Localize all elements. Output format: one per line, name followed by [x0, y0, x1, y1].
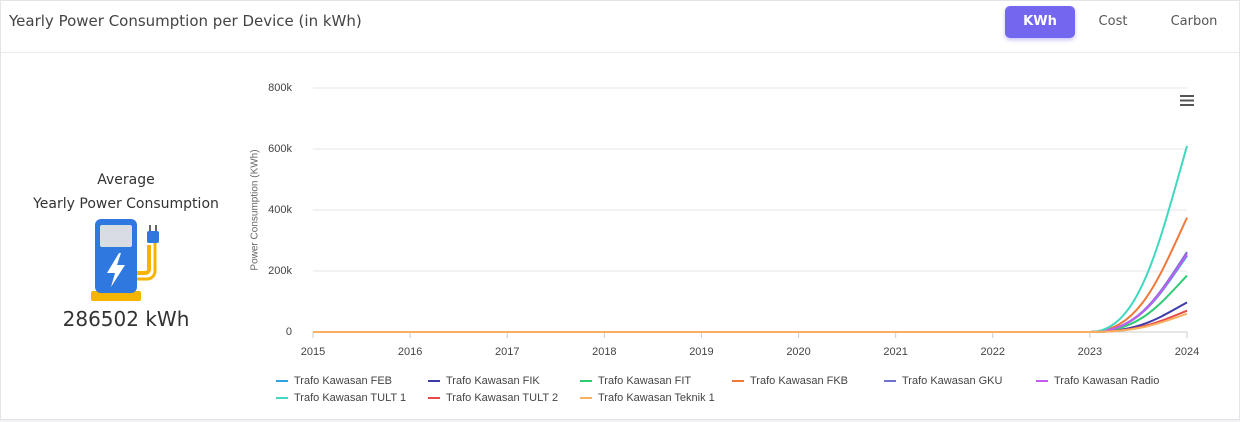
y-tick-label: 0	[286, 326, 292, 338]
charger-icon	[91, 219, 159, 301]
menu-bar[interactable]	[1180, 99, 1194, 102]
unit-button[interactable]: Carbon	[1170, 14, 1218, 29]
series-line	[313, 309, 1188, 334]
legend-label: Trafo Kawasan FIT	[598, 375, 691, 387]
x-tick-label: 2020	[786, 346, 810, 358]
legend-label: Trafo Kawasan Radio	[1054, 375, 1159, 387]
legend-label: Trafo Kawasan FKB	[750, 375, 848, 387]
x-tick-label: 2021	[883, 346, 907, 358]
summary-label: Average	[97, 172, 155, 188]
legend-label: Trafo Kawasan TULT 2	[446, 392, 558, 404]
y-tick-label: 400k	[268, 204, 292, 216]
series-line	[313, 145, 1188, 334]
legend-label: Trafo Kawasan TULT 1	[294, 392, 406, 404]
x-tick-label: 2018	[592, 346, 616, 358]
x-tick-label: 2022	[981, 346, 1005, 358]
x-tick-label: 2019	[689, 346, 713, 358]
menu-bar[interactable]	[1180, 104, 1194, 106]
legend-label: Trafo Kawasan FEB	[294, 375, 392, 387]
x-tick-label: 2017	[495, 346, 519, 358]
series-line	[313, 217, 1188, 334]
x-tick-label: 2023	[1078, 346, 1102, 358]
y-axis-title: Power Consumption (KWh)	[250, 149, 261, 270]
y-tick-label: 800k	[268, 82, 292, 94]
series-line	[313, 253, 1188, 334]
series-line	[313, 251, 1188, 334]
summary-value: 286502 kWh	[62, 307, 190, 331]
card-title: Yearly Power Consumption per Device (in …	[9, 12, 362, 30]
unit-button[interactable]: Cost	[1098, 14, 1128, 29]
series-line	[313, 312, 1188, 334]
unit-button[interactable]: KWh	[1005, 6, 1075, 38]
menu-bar[interactable]	[1180, 95, 1194, 97]
header: Yearly Power Consumption per Device (in …	[1, 1, 1239, 53]
x-tick-label: 2015	[301, 346, 325, 358]
summary-label: Yearly Power Consumption	[33, 196, 219, 212]
chart-menu[interactable]	[1180, 95, 1194, 106]
x-tick-label: 2016	[398, 346, 422, 358]
series-line	[313, 255, 1188, 334]
y-tick-label: 200k	[268, 265, 292, 277]
legend-label: Trafo Kawasan Teknik 1	[598, 392, 715, 404]
legend-label: Trafo Kawasan FIK	[446, 375, 540, 387]
series-line	[313, 274, 1188, 334]
legend-label: Trafo Kawasan GKU	[902, 375, 1003, 387]
series-line	[313, 301, 1188, 334]
x-tick-label: 2024	[1175, 346, 1199, 358]
y-tick-label: 600k	[268, 143, 292, 155]
